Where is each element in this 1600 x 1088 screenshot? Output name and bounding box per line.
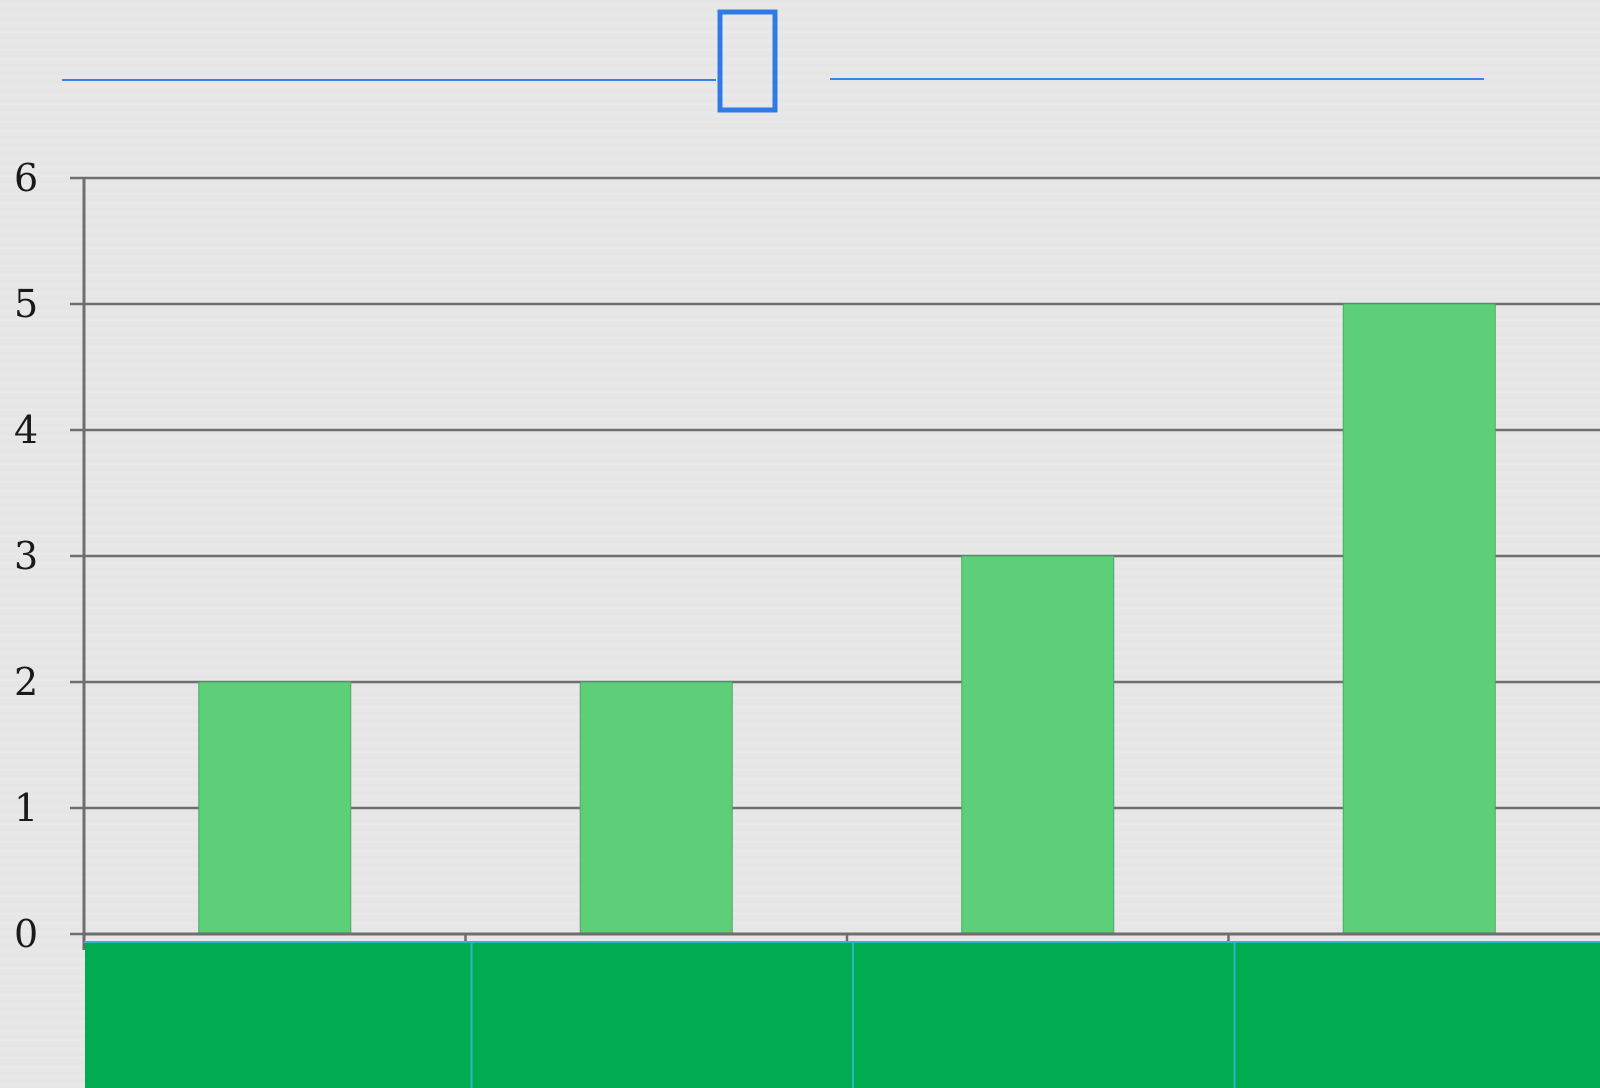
category-cell[interactable] [466,942,849,1088]
title-text-cursor-box[interactable] [717,9,778,113]
bar [1342,303,1496,935]
category-cell[interactable] [1229,942,1600,1088]
y-tick-label: 2 [14,660,38,704]
bars [198,303,1496,935]
y-tick-label: 5 [14,282,38,326]
y-tick-label: 0 [14,912,38,956]
y-tick-label: 3 [14,534,38,578]
bar [198,681,352,935]
y-tick-label: 4 [14,408,38,452]
category-cell[interactable] [848,942,1230,1088]
category-strip [84,941,1600,1088]
category-cell[interactable] [85,942,467,1088]
bar [961,555,1115,935]
y-tick-label: 1 [14,786,38,830]
bar [579,681,733,935]
y-tick-labels: 0 1 2 3 4 5 6 [14,156,38,956]
y-tick-label: 6 [14,156,38,200]
